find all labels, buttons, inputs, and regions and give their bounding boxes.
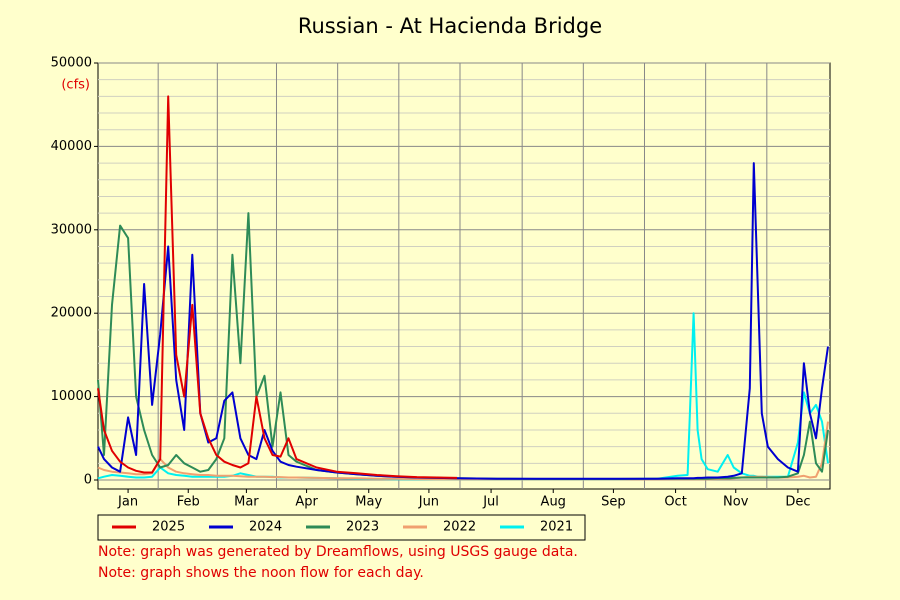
x-tick-label: Aug: [541, 495, 566, 510]
x-tick-label: Sep: [601, 495, 626, 510]
note: Note: graph was generated by Dreamflows,…: [98, 544, 578, 560]
y-tick-label: 10000: [51, 389, 92, 404]
x-tick-label: Mar: [234, 495, 259, 510]
x-tick-label: Jun: [418, 495, 439, 510]
x-tick-label: Feb: [177, 495, 200, 510]
y-tick-label: 50000: [51, 56, 92, 71]
x-tick-label: Jan: [117, 495, 138, 510]
x-tick-label: Jul: [482, 495, 499, 510]
series-line: [97, 95, 458, 479]
y-tick-label: 0: [84, 473, 92, 488]
legend-label: 2024: [249, 520, 282, 535]
y-tick-label: 40000: [51, 139, 92, 154]
chart-title: Russian - At Hacienda Bridge: [298, 14, 602, 38]
legend-label: 2023: [346, 520, 379, 535]
legend-label: 2021: [540, 520, 573, 535]
y-tick-label: 30000: [51, 222, 92, 237]
x-tick-label: Oct: [664, 495, 686, 510]
x-tick-label: Nov: [723, 495, 749, 510]
legend-box: [97, 514, 586, 541]
x-tick-label: Apr: [295, 495, 318, 510]
note: Note: graph shows the noon flow for each…: [98, 565, 424, 581]
series-line: [97, 162, 829, 480]
x-tick-label: May: [355, 495, 382, 510]
x-tick-label: Dec: [785, 495, 810, 510]
y-unit: (cfs): [61, 78, 90, 93]
plot-frame: [97, 62, 831, 490]
y-tick-label: 20000: [51, 306, 92, 321]
legend-label: 2025: [152, 520, 185, 535]
legend-label: 2022: [443, 520, 476, 535]
